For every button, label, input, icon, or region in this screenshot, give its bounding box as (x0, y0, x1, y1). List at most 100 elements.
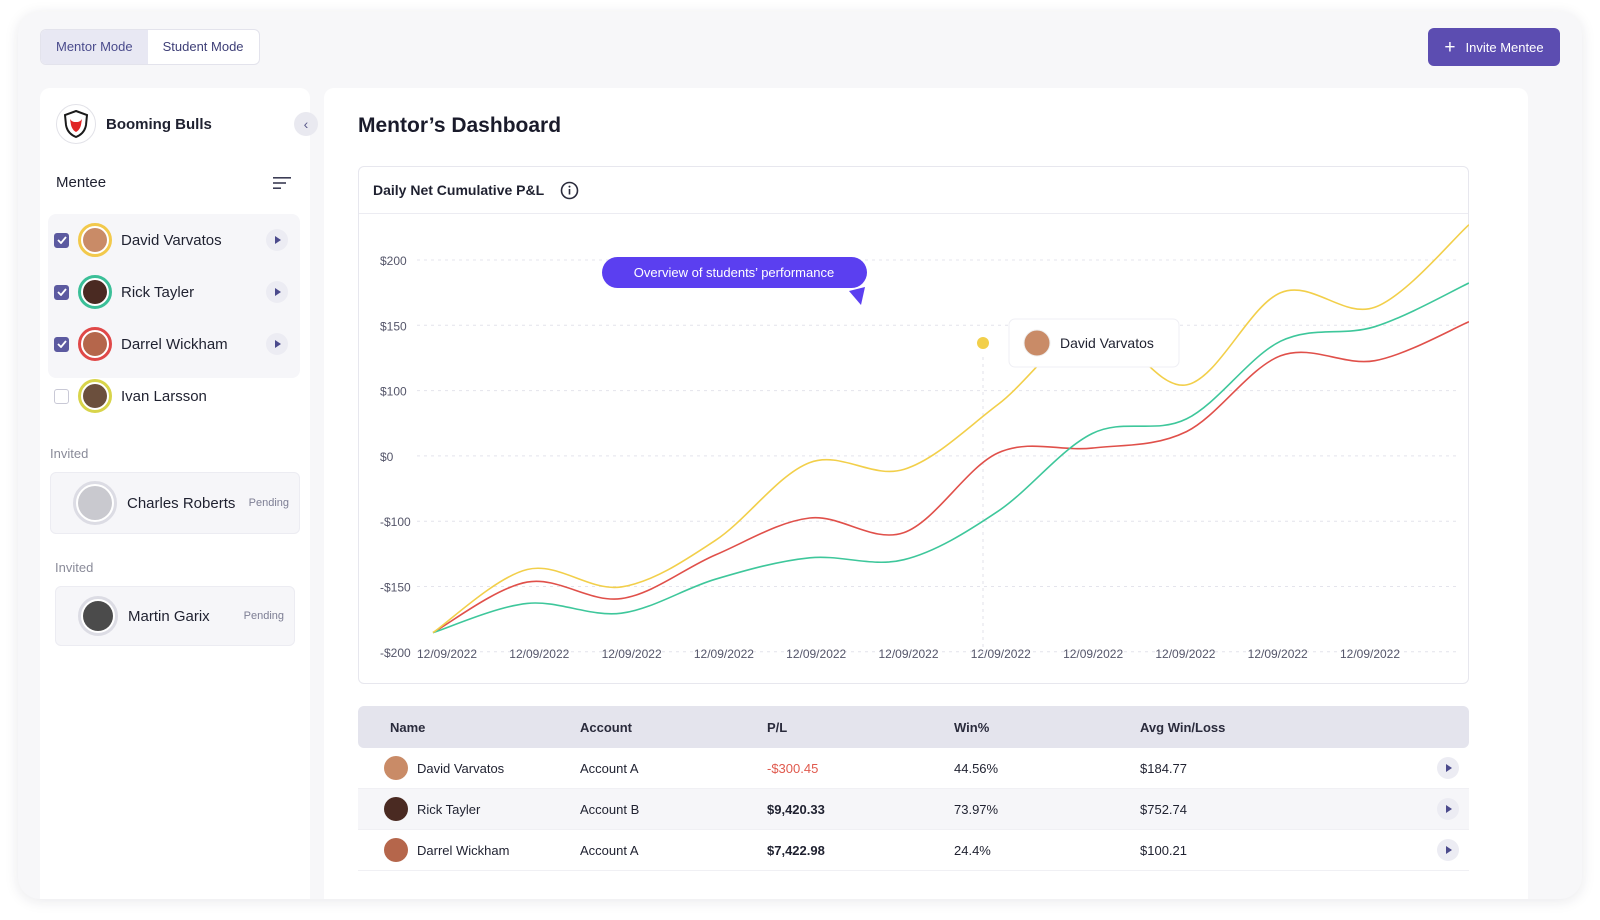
avatar (384, 756, 408, 780)
pnl-line-chart: $200 $150 $100 $0 -$100 -$150 -$200 12/09/2022 1… (380, 224, 1469, 661)
row-account: Account A (580, 842, 639, 858)
row-avg: $100.21 (1140, 842, 1187, 858)
mentee-checkbox[interactable] (54, 388, 69, 404)
callout-text: Overview of students’ performance (634, 265, 834, 280)
mentee-checkbox[interactable] (54, 336, 69, 352)
table-row[interactable]: Darrel Wickham Account A $7,422.98 24.4% $10… (358, 830, 1469, 871)
collapse-sidebar-button[interactable]: ‹ (294, 112, 318, 136)
bull-shield-icon (63, 110, 89, 138)
cursor-pointer-icon (849, 287, 865, 305)
mentee-item[interactable]: Darrel Wickham (48, 318, 300, 370)
mentee-item[interactable]: Rick Tayler (48, 266, 300, 318)
info-icon[interactable] (560, 181, 579, 200)
tooltip-box (1008, 318, 1180, 368)
table-row[interactable]: David Varvatos Account A -$300.45 44.56% $18… (358, 748, 1469, 789)
invited-label: Invited (50, 446, 89, 461)
callout-pill (602, 257, 867, 288)
row-name: Darrel Wickham (417, 842, 510, 858)
y-tick-label: $0 (380, 450, 394, 464)
avatar (78, 596, 118, 636)
header-win: Win% (954, 719, 990, 735)
play-button[interactable] (1437, 839, 1459, 861)
student-mode-button[interactable]: Student Mode (162, 39, 244, 54)
invited-card-charles[interactable]: Charles Roberts Pending (50, 472, 300, 534)
chevron-left-icon: ‹ (303, 116, 309, 132)
row-pl: -$300.45 (767, 760, 819, 776)
play-icon (275, 236, 281, 244)
play-button[interactable] (266, 333, 288, 355)
invite-mentee-button[interactable]: + Invite Mentee (1428, 28, 1560, 66)
play-button[interactable] (266, 229, 288, 251)
x-tick-label: 12/09/2022 (1340, 647, 1400, 661)
brand-name: Booming Bulls (106, 115, 212, 133)
chart-header: Daily Net Cumulative P&L (359, 167, 1468, 214)
mentee-name: Rick Tayler (121, 283, 195, 301)
x-tick-label: 12/09/2022 (878, 647, 938, 661)
mentee-checkbox[interactable] (54, 284, 69, 300)
row-win: 24.4% (954, 842, 991, 858)
filter-icon[interactable] (272, 176, 292, 190)
x-tick-label: 12/09/2022 (1063, 647, 1123, 661)
x-tick-label: 12/09/2022 (1248, 647, 1308, 661)
row-account: Account A (580, 760, 639, 776)
row-pl: $9,420.33 (767, 801, 825, 817)
avatar (78, 379, 112, 413)
play-icon (1446, 846, 1452, 854)
performance-callout: Overview of students’ performance (602, 257, 867, 305)
mentee-name: David Varvatos (121, 231, 222, 249)
mentee-table: Name Account P/L Win% Avg Win/Loss David… (358, 706, 1469, 871)
check-icon (56, 236, 67, 244)
mentee-title: Mentee (56, 174, 107, 191)
header-account: Account (580, 719, 632, 735)
main-panel: Mentor’s Dashboard Daily Net Cumulative … (324, 88, 1528, 899)
invited-name: Charles Roberts (127, 494, 236, 512)
brand-logo (56, 104, 96, 144)
avatar (78, 275, 112, 309)
x-tick-label: 12/09/2022 (786, 647, 846, 661)
table-header: Name Account P/L Win% Avg Win/Loss (358, 706, 1469, 748)
brand: Booming Bulls (56, 104, 212, 144)
series-line-david-varvatos (432, 224, 1469, 634)
tooltip-name: David Varvatos (1060, 335, 1154, 351)
x-tick-label: 12/09/2022 (1155, 647, 1215, 661)
mentee-item[interactable]: David Varvatos (48, 214, 300, 266)
play-button[interactable] (1437, 798, 1459, 820)
row-name: Rick Tayler (417, 801, 481, 817)
avatar (78, 223, 112, 257)
y-tick-label: -$150 (380, 581, 411, 595)
check-icon (56, 288, 67, 296)
x-tick-label: 12/09/2022 (417, 647, 477, 661)
mentee-item[interactable]: Ivan Larsson (48, 370, 300, 422)
play-icon (275, 288, 281, 296)
mentee-name: Ivan Larsson (121, 387, 207, 405)
y-tick-label: $100 (380, 385, 407, 399)
mentee-checkbox[interactable] (54, 232, 69, 248)
play-button[interactable] (1437, 757, 1459, 779)
row-avg: $184.77 (1140, 760, 1187, 776)
row-avg: $752.74 (1140, 801, 1187, 817)
y-tick-label: -$100 (380, 515, 411, 529)
row-pl: $7,422.98 (767, 842, 825, 858)
play-icon (275, 340, 281, 348)
row-win: 73.97% (954, 801, 999, 817)
table-row[interactable]: Rick Tayler Account B $9,420.33 73.97% $752.… (358, 789, 1469, 830)
header-pl: P/L (767, 719, 788, 735)
play-button[interactable] (266, 281, 288, 303)
row-win: 44.56% (954, 760, 999, 776)
pending-badge: Pending (243, 610, 284, 622)
avatar (384, 797, 408, 821)
mentee-header: Mentee (56, 174, 292, 191)
mentor-mode-button[interactable]: Mentor Mode (41, 30, 148, 64)
sidebar: Booming Bulls ‹ Mentee David Varvatos Ric… (40, 88, 318, 899)
page-title: Mentor’s Dashboard (358, 114, 562, 137)
pnl-chart-card: Daily Net Cumulative P&L $200 $150 $100 $0 -… (358, 166, 1469, 684)
y-tick-label: $150 (380, 319, 407, 333)
hover-marker[interactable] (977, 337, 989, 349)
series-line-rick-tayler (432, 282, 1469, 634)
y-tick-label: $200 (380, 254, 407, 268)
invited-card-martin[interactable]: Martin Garix Pending (55, 586, 295, 646)
mentee-name: Darrel Wickham (121, 335, 228, 353)
header-avg: Avg Win/Loss (1140, 719, 1226, 735)
chart-title: Daily Net Cumulative P&L (373, 182, 545, 198)
check-icon (56, 340, 67, 348)
